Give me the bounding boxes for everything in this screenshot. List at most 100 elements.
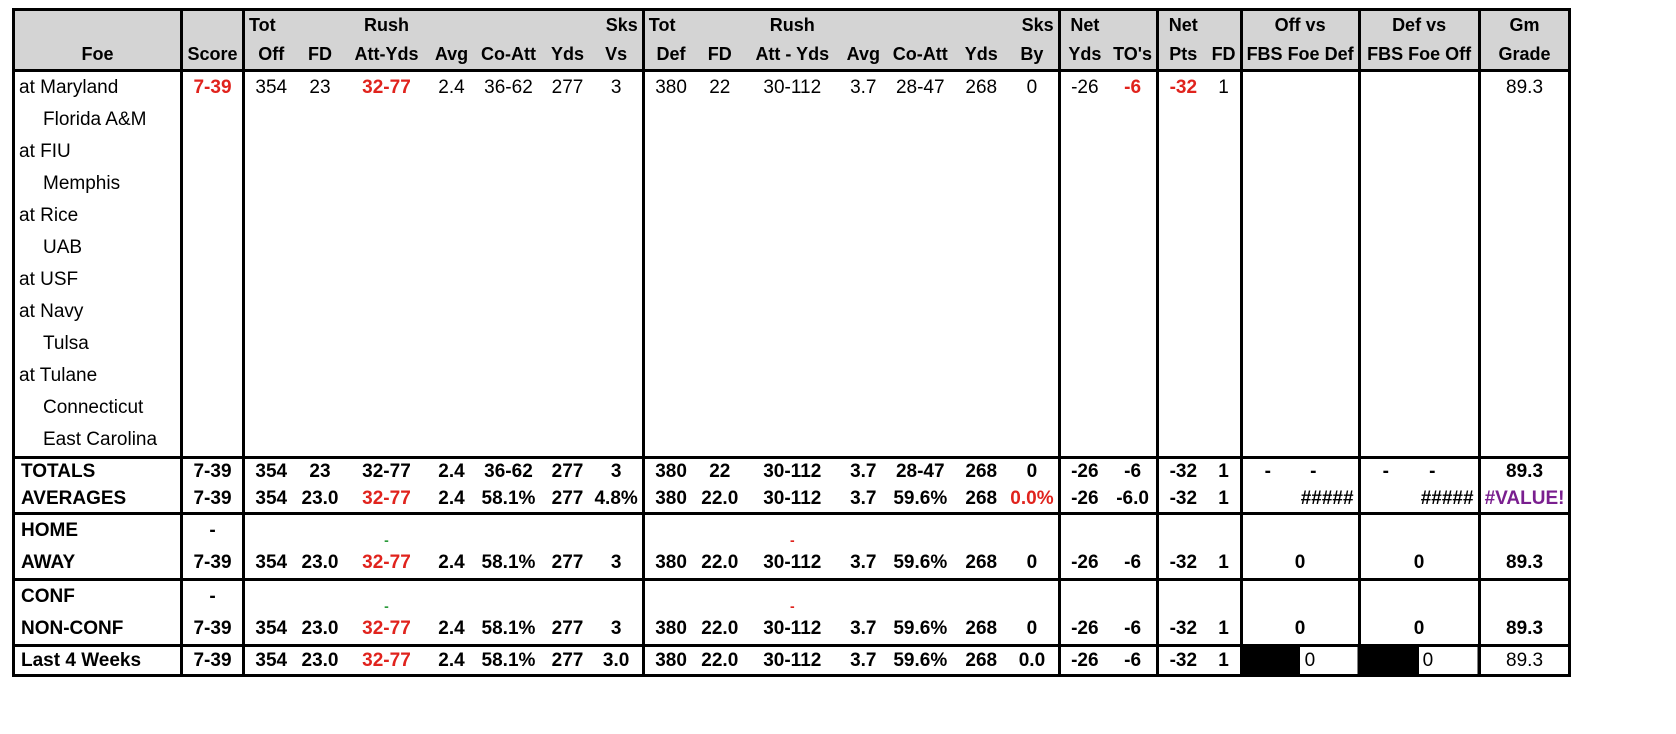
cell-net-fd <box>1208 328 1242 360</box>
cell-def-co-att <box>884 512 957 548</box>
cell-def-yds: 268 <box>956 456 1007 486</box>
cell-tot-def: 380 <box>641 485 698 514</box>
cell-tot-off <box>242 104 298 136</box>
cell-yds <box>544 232 590 264</box>
cell-net-tos <box>1109 168 1157 200</box>
cell-off-vs-fbs <box>1239 264 1360 296</box>
cell-tot-def <box>641 296 698 328</box>
summary-row-conf: CONF - - - <box>12 578 1572 614</box>
cell-tot-off <box>242 512 298 548</box>
cell-net-yds: -26 <box>1057 547 1110 580</box>
cell-def-avg: 3.7 <box>842 456 885 486</box>
cell-co-att <box>472 232 544 264</box>
game-row: Tulsa <box>12 328 1572 360</box>
cell-tot-off <box>242 424 298 458</box>
cell-score: 7-39 <box>180 456 244 486</box>
cell-def-vs-fbs <box>1357 578 1480 614</box>
cell-score <box>180 296 244 328</box>
foe-name: UAB <box>12 232 182 264</box>
game-row: at Rice <box>12 200 1572 232</box>
header-row: Foe Score Off FD Att-Yds Avg Co-Att Yds Vs Def FD A… <box>12 40 1572 72</box>
cell-fd <box>298 392 343 424</box>
cell-sks-vs: 3 <box>590 456 644 486</box>
header-sks-by: By <box>1006 40 1060 72</box>
cell-gm-grade <box>1477 512 1572 548</box>
cell-rush-att-yds <box>342 168 430 200</box>
cell-def-fd <box>697 264 742 296</box>
game-row: at Tulane <box>12 360 1572 392</box>
cell-tot-off <box>242 232 298 264</box>
cell-def-yds <box>956 578 1007 614</box>
cell-def-avg: 3.7 <box>850 77 877 98</box>
cell-tot-def <box>641 168 698 200</box>
cell-gm-grade: 89.3 <box>1477 456 1572 486</box>
cell-sks-by: 0 <box>1006 456 1060 486</box>
cell-def-fd <box>697 392 742 424</box>
cell-co-att: 58.1% <box>481 487 536 509</box>
header-gm-grade: Gm <box>1477 8 1572 40</box>
cell-def-co-att <box>884 360 956 392</box>
cell-def-fd <box>697 512 743 548</box>
cell-def-co-att <box>884 264 956 296</box>
cell-net-fd <box>1208 424 1242 458</box>
cell-net-yds <box>1057 296 1110 328</box>
cell-def-co-att: 28-47 <box>895 77 945 98</box>
cell-avg <box>430 424 472 458</box>
cell-def-rush: 30-112 <box>763 487 822 509</box>
cell-def-co-att: 59.6% <box>893 617 948 639</box>
cell-net-tos: -6.0 <box>1116 487 1149 509</box>
cell-def-rush <box>742 424 842 458</box>
cell-co-att <box>472 296 544 328</box>
header-co-att: Co-Att <box>472 40 545 72</box>
cell-rush-att-yds: 32-77 <box>362 77 411 98</box>
cell-def-rush <box>742 296 842 328</box>
cell-gm-grade <box>1477 424 1572 458</box>
cell-sks-by <box>1006 232 1059 264</box>
cell-sks-vs <box>590 168 643 200</box>
cell-def-vs-fbs: 0 <box>1357 613 1480 646</box>
cell-rush-att-yds: - <box>342 512 431 548</box>
foe-name: at USF <box>12 264 182 296</box>
game-row: Connecticut <box>12 392 1572 424</box>
cell-co-att: 36-62 <box>472 456 545 486</box>
row-label: TOTALS <box>12 456 182 486</box>
header-off-vs-fbs: Off vs <box>1239 8 1360 40</box>
cell-net-yds <box>1057 200 1110 232</box>
cell-fd <box>298 360 343 392</box>
foe-name: at Maryland <box>12 70 182 104</box>
cell-rush-att-yds <box>342 392 430 424</box>
cell-avg: 2.4 <box>438 551 465 573</box>
cell-def-yds <box>956 168 1006 200</box>
cell-gm-grade <box>1477 360 1572 392</box>
cell-off-vs-fbs <box>1239 200 1360 232</box>
cell-sks-by: 0 <box>1026 77 1038 98</box>
cell-fd <box>298 136 343 168</box>
summary-row-averages: AVERAGES 7-39 354 23.0 32-77 2.4 58.1% 277 4.8% 3… <box>12 485 1572 514</box>
cell-sks-by <box>1006 136 1059 168</box>
cell-def-yds <box>956 424 1006 458</box>
cell-def-rush: 30-112 <box>742 644 843 677</box>
cell-net-yds <box>1057 424 1110 458</box>
cell-net-fd <box>1208 168 1242 200</box>
summary-row-nonconf: NON-CONF 7-39 354 23.0 32-77 2.4 58.1% 277 3 380 2… <box>12 613 1572 646</box>
header-net-tos: TO's <box>1109 40 1158 72</box>
cell-net-fd <box>1208 104 1242 136</box>
cell-off-vs-fbs <box>1239 232 1360 264</box>
cell-def-yds: 268 <box>965 617 998 639</box>
cell-sks-by <box>1006 264 1059 296</box>
header-co-att <box>472 8 545 40</box>
cell-def-vs-fbs <box>1357 264 1480 296</box>
cell-def-vs-fbs <box>1357 392 1480 424</box>
cell-score <box>180 104 244 136</box>
header-def-rush: Att - Yds <box>742 40 843 72</box>
cell-def-avg <box>842 264 884 296</box>
cell-def-yds <box>956 104 1006 136</box>
cell-def-co-att <box>884 200 956 232</box>
cell-sks-vs <box>590 328 643 360</box>
cell-avg <box>430 168 472 200</box>
cell-sks-by <box>1006 360 1059 392</box>
cell-net-tos <box>1109 424 1157 458</box>
cell-net-fd <box>1208 264 1242 296</box>
cell-tot-def: 380 <box>641 644 698 677</box>
cell-net-pts <box>1156 168 1208 200</box>
